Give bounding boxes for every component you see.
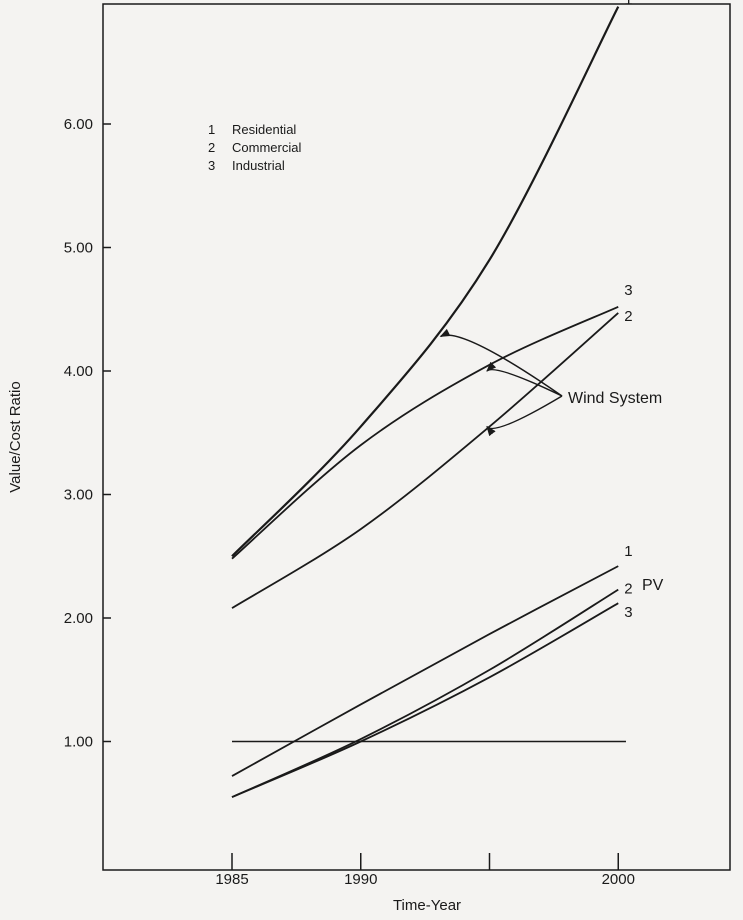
y-axis-ticks: 1.00 2.00 3.00 4.00 5.00 6.00	[64, 116, 111, 751]
x-axis-title: Time-Year	[393, 897, 461, 914]
y-tick-label: 3.00	[64, 487, 93, 504]
y-tick-label: 4.00	[64, 363, 93, 380]
y-tick-label: 6.00	[64, 116, 93, 133]
legend-label-3: Industrial	[232, 158, 285, 173]
curve-end-label: 3	[624, 282, 632, 299]
curve-end-label: 2	[624, 581, 632, 598]
plot-frame	[102, 3, 731, 871]
legend-num-2: 2	[208, 140, 215, 155]
series-lines	[231, 6, 620, 798]
x-tick-label: 1990	[344, 871, 377, 888]
pv-annotation: PV	[642, 577, 664, 594]
annotation-arrow	[486, 395, 563, 437]
y-tick-label: 5.00	[64, 240, 93, 257]
series-line-wind-3	[231, 305, 619, 560]
y-tick-label: 1.00	[64, 734, 93, 751]
annotation-arrow	[439, 328, 563, 397]
x-axis-ticks: 1985 1990 2000	[215, 853, 635, 888]
curve-end-label: 1	[624, 0, 632, 9]
x-tick-label: 2000	[602, 871, 635, 888]
series-line-pv-1	[231, 565, 619, 777]
legend: 1 Residential 2 Commercial 3 Industrial	[208, 122, 301, 173]
series-line-pv-2	[231, 588, 619, 798]
y-axis-title: Value/Cost Ratio	[7, 381, 24, 492]
x-tick-label: 1985	[215, 871, 248, 888]
series-line-wind-1	[231, 6, 620, 558]
curve-end-label: 1	[624, 543, 632, 560]
series-line-pv-3	[231, 602, 619, 798]
curve-end-label: 2	[624, 308, 632, 325]
curve-end-label: 3	[624, 604, 632, 621]
legend-label-1: Residential	[232, 122, 296, 137]
legend-num-1: 1	[208, 122, 215, 137]
wind-system-annotation: Wind System	[568, 390, 662, 407]
curve-end-labels: 1 3 2 1 2 3	[624, 0, 632, 621]
series-line-wind-2	[231, 312, 619, 609]
annotation-arrow	[486, 361, 563, 397]
wind-annotation-arrows	[439, 328, 563, 437]
legend-label-2: Commercial	[232, 140, 301, 155]
legend-num-3: 3	[208, 158, 215, 173]
y-tick-label: 2.00	[64, 610, 93, 627]
